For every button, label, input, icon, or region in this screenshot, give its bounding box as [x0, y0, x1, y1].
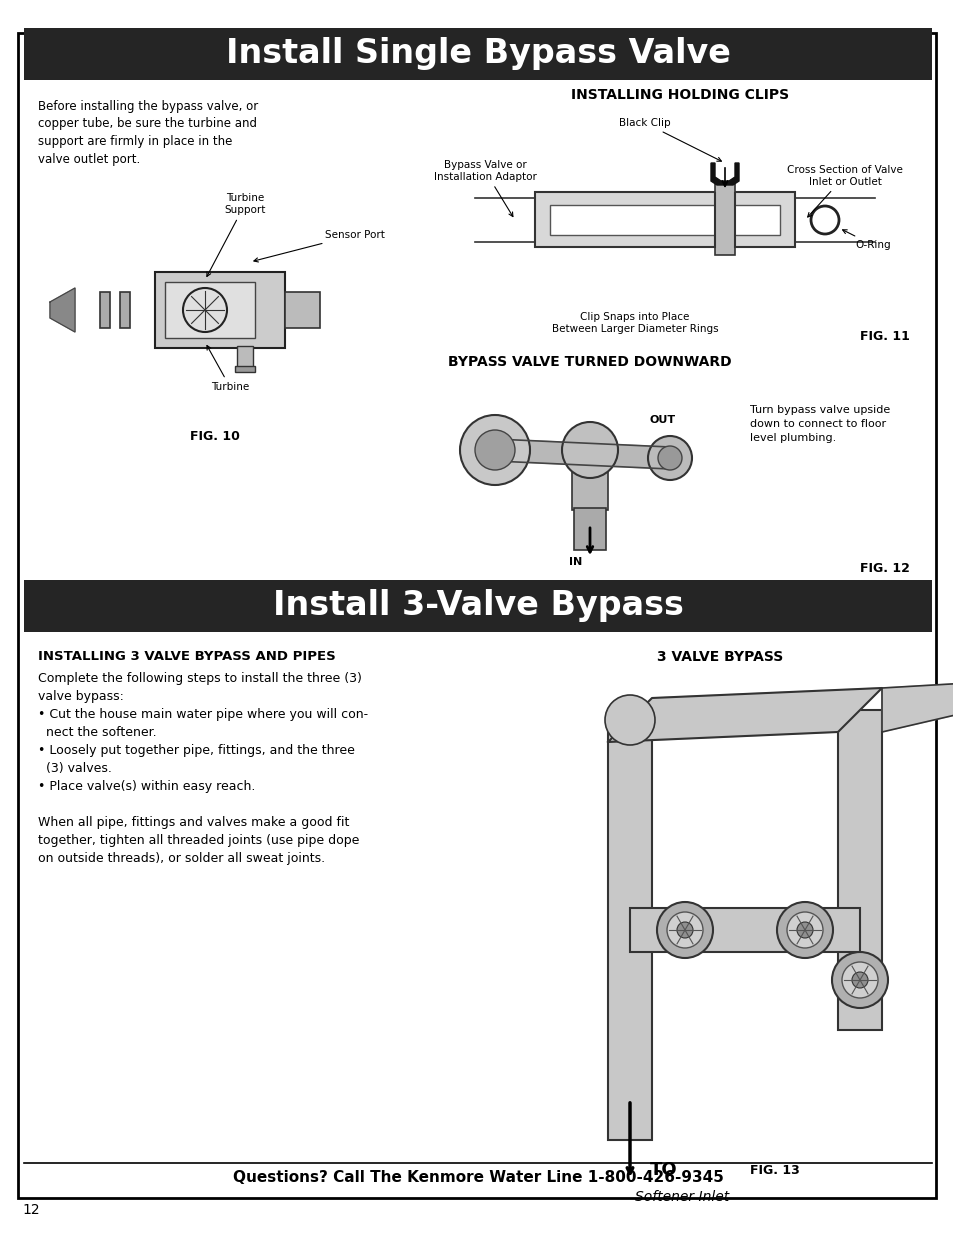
Text: FIG. 13: FIG. 13 — [749, 1163, 799, 1177]
FancyArrow shape — [494, 438, 670, 469]
Circle shape — [658, 446, 681, 471]
Text: 12: 12 — [22, 1203, 40, 1216]
Bar — [574, 508, 605, 550]
Text: Sensor Port: Sensor Port — [253, 230, 384, 262]
Text: Clip Snaps into Place
Between Larger Diameter Rings: Clip Snaps into Place Between Larger Dia… — [551, 312, 718, 335]
Text: 3 VALVE BYPASS: 3 VALVE BYPASS — [657, 650, 782, 664]
Bar — [285, 291, 319, 329]
Circle shape — [657, 902, 712, 958]
Bar — [550, 205, 780, 235]
Bar — [120, 291, 130, 329]
Text: FIG. 10: FIG. 10 — [190, 430, 240, 443]
Text: Black Clip: Black Clip — [618, 119, 720, 162]
Circle shape — [459, 415, 530, 485]
Text: FIG. 11: FIG. 11 — [859, 330, 909, 343]
Circle shape — [776, 902, 832, 958]
Bar — [607, 720, 651, 1140]
Circle shape — [666, 911, 702, 948]
Polygon shape — [882, 680, 953, 732]
Bar — [154, 272, 285, 348]
Text: Softener Inlet: Softener Inlet — [635, 1191, 728, 1204]
Bar — [24, 580, 931, 632]
Bar — [165, 282, 254, 338]
Bar — [236, 346, 253, 368]
Text: Turbine: Turbine — [207, 346, 249, 391]
Text: IN: IN — [568, 557, 581, 567]
Text: Install 3-Valve Bypass: Install 3-Valve Bypass — [273, 589, 682, 622]
Circle shape — [647, 436, 691, 480]
Bar — [572, 445, 607, 510]
Bar — [100, 291, 110, 329]
Bar — [714, 184, 734, 254]
Text: Turn bypass valve upside
down to connect to floor
level plumbing.: Turn bypass valve upside down to connect… — [749, 405, 889, 443]
Text: Questions? Call The Kenmore Water Line 1-800-426-9345: Questions? Call The Kenmore Water Line 1… — [233, 1171, 722, 1186]
Circle shape — [677, 923, 692, 939]
Polygon shape — [50, 288, 75, 332]
Polygon shape — [607, 688, 882, 742]
Text: OUT: OUT — [649, 415, 676, 425]
Circle shape — [831, 952, 887, 1008]
Text: O-Ring: O-Ring — [841, 230, 890, 249]
Circle shape — [841, 962, 877, 998]
Text: Install Single Bypass Valve: Install Single Bypass Valve — [225, 37, 730, 70]
Text: Bypass Valve or
Installation Adaptor: Bypass Valve or Installation Adaptor — [433, 161, 536, 216]
Text: INSTALLING 3 VALVE BYPASS AND PIPES: INSTALLING 3 VALVE BYPASS AND PIPES — [38, 650, 335, 663]
Bar — [629, 908, 859, 952]
Text: BYPASS VALVE TURNED DOWNWARD: BYPASS VALVE TURNED DOWNWARD — [448, 354, 731, 369]
Text: Cross Section of Valve
Inlet or Outlet: Cross Section of Valve Inlet or Outlet — [786, 165, 902, 217]
Bar — [535, 191, 794, 247]
Circle shape — [475, 430, 515, 471]
Bar — [837, 710, 882, 1030]
Circle shape — [786, 911, 822, 948]
Text: INSTALLING HOLDING CLIPS: INSTALLING HOLDING CLIPS — [570, 88, 788, 103]
Text: Turbine
Support: Turbine Support — [207, 194, 265, 277]
Circle shape — [796, 923, 812, 939]
Text: FIG. 12: FIG. 12 — [859, 562, 909, 576]
Polygon shape — [710, 163, 739, 185]
Circle shape — [851, 972, 867, 988]
Circle shape — [561, 422, 618, 478]
Bar — [234, 366, 254, 372]
Bar — [24, 28, 931, 80]
Circle shape — [604, 695, 655, 745]
Text: TO: TO — [649, 1161, 677, 1179]
Text: Before installing the bypass valve, or
copper tube, be sure the turbine and
supp: Before installing the bypass valve, or c… — [38, 100, 258, 165]
Text: Complete the following steps to install the three (3)
valve bypass:
• Cut the ho: Complete the following steps to install … — [38, 672, 368, 864]
